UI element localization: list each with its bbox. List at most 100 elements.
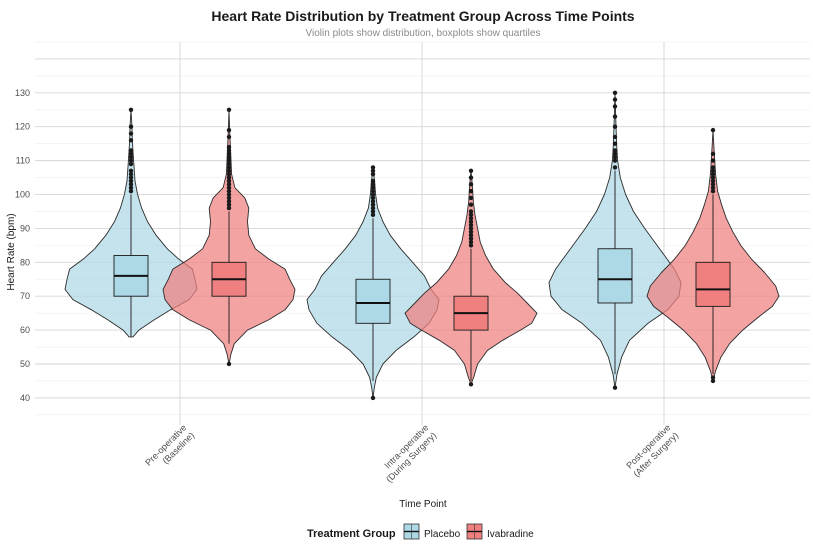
outlier-point	[226, 134, 232, 140]
outlier-point	[226, 188, 232, 194]
legend-item-placebo: Placebo	[403, 523, 461, 540]
outlier-point	[468, 216, 474, 221]
outlier-point	[128, 148, 134, 153]
y-tick-label: 100	[15, 190, 30, 200]
box-placebo-2	[597, 248, 633, 304]
outlier-point	[612, 90, 618, 96]
outlier-point	[612, 124, 618, 129]
outlier-point	[370, 212, 376, 218]
outlier-point	[370, 209, 376, 214]
outlier-point	[226, 195, 232, 201]
outlier-points	[128, 90, 716, 401]
outlier-point	[226, 107, 232, 112]
x-tick-label: Post-operative(After Surgery)	[624, 422, 680, 479]
outlier-point	[226, 155, 232, 160]
outlier-point	[226, 148, 232, 153]
outlier-point	[468, 209, 474, 214]
outlier-point	[226, 127, 232, 133]
x-tick-label: Intra-operative(During Surgery)	[382, 422, 438, 484]
box-ivabradine-2	[695, 261, 731, 307]
outlier-point	[710, 165, 716, 170]
outlier-point	[370, 395, 376, 401]
x-tick-label: Pre-operative(Baseline)	[143, 422, 196, 467]
outlier-point	[468, 212, 474, 218]
outlier-point	[710, 158, 716, 163]
outlier-point	[128, 158, 134, 163]
outlier-point	[710, 375, 716, 380]
y-tick-label: 120	[15, 122, 30, 132]
outlier-point	[226, 199, 232, 204]
outlier-point	[612, 104, 618, 109]
outlier-point	[370, 195, 376, 201]
outlier-point	[226, 185, 232, 190]
outlier-point	[370, 205, 376, 211]
outlier-point	[468, 229, 474, 235]
outlier-point	[468, 168, 474, 173]
x-axis-title: Time Point	[399, 499, 447, 510]
outlier-point	[370, 171, 376, 177]
outlier-point	[226, 168, 232, 173]
outlier-point	[710, 378, 716, 384]
outlier-point	[128, 188, 134, 194]
outlier-point	[468, 239, 474, 245]
outlier-point	[226, 158, 232, 163]
outlier-point	[710, 171, 716, 177]
y-tick-label: 90	[20, 223, 30, 233]
outlier-point	[710, 185, 716, 190]
y-tick-label: 110	[16, 156, 30, 166]
outlier-point	[710, 168, 716, 173]
y-tick-labels: 40 50 60 70 80 90 100 110 120 130	[15, 88, 30, 403]
outlier-point	[226, 171, 232, 177]
outlier-point	[128, 175, 134, 180]
outlier-point	[710, 182, 716, 187]
outlier-point	[710, 178, 716, 184]
outlier-point	[468, 236, 474, 241]
outlier-point	[226, 144, 232, 150]
outlier-point	[226, 182, 232, 187]
outlier-point	[128, 185, 134, 190]
box-placebo-1	[355, 278, 391, 324]
outlier-point	[710, 175, 716, 180]
outlier-point	[468, 232, 474, 238]
y-tick-label: 80	[20, 257, 30, 267]
outlier-point	[226, 192, 232, 197]
outlier-point	[370, 199, 376, 204]
legend-title: Treatment Group	[307, 528, 396, 540]
outlier-point	[468, 182, 474, 187]
y-tick-label: 60	[20, 325, 30, 335]
outlier-point	[612, 114, 618, 119]
outlier-point	[612, 134, 618, 140]
y-tick-label: 130	[15, 88, 30, 98]
outlier-point	[612, 155, 618, 160]
outlier-point	[468, 175, 474, 180]
outlier-point	[128, 178, 134, 184]
outlier-point	[468, 226, 474, 231]
chart-subtitle: Violin plots show distribution, boxplots…	[306, 28, 541, 39]
outlier-point	[128, 182, 134, 187]
outlier-point	[226, 202, 232, 207]
outlier-point	[710, 188, 716, 194]
outlier-point	[226, 175, 232, 180]
outlier-point	[370, 168, 376, 173]
outlier-point	[226, 151, 232, 157]
outlier-point	[128, 151, 134, 157]
y-tick-label: 40	[20, 393, 30, 403]
outlier-point	[128, 138, 134, 143]
outlier-point	[612, 151, 618, 157]
legend-label-ivabradine: Ivabradine	[487, 529, 534, 540]
outlier-point	[128, 155, 134, 160]
legend-item-ivabradine: Ivabradine	[466, 523, 534, 540]
outlier-point	[370, 182, 376, 187]
chart-title: Heart Rate Distribution by Treatment Gro…	[211, 8, 634, 24]
outlier-point	[468, 219, 474, 224]
outlier-point	[128, 124, 134, 129]
x-tick-labels: Pre-operative(Baseline) Intra-operative(D…	[143, 422, 680, 484]
outlier-point	[370, 165, 376, 170]
outlier-point	[612, 141, 618, 146]
outlier-point	[226, 205, 232, 211]
outlier-point	[370, 192, 376, 197]
outlier-point	[468, 382, 474, 387]
outlier-point	[468, 222, 474, 228]
y-tick-label: 70	[20, 291, 30, 301]
